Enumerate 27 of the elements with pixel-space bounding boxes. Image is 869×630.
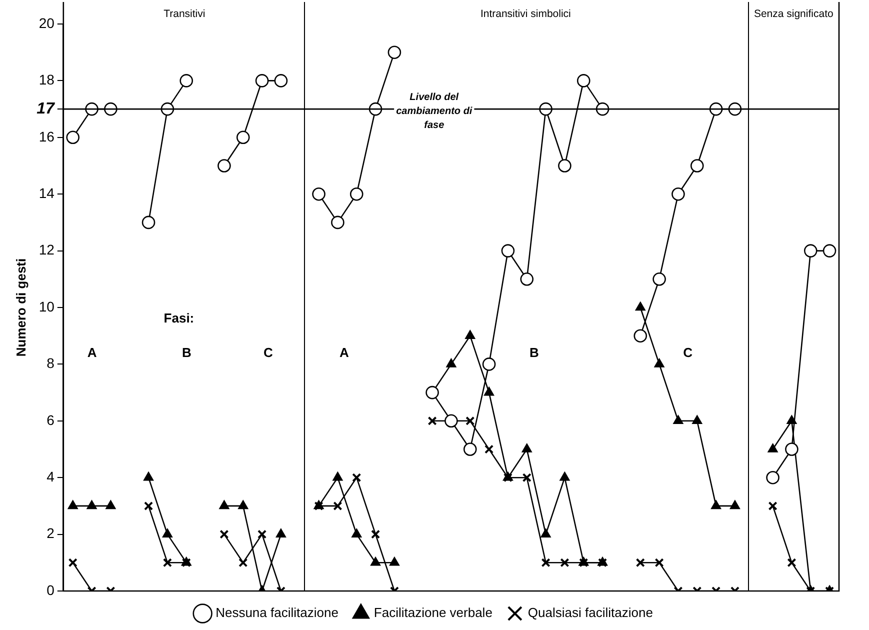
ref-line-label: Livello del cambiamento di fase	[396, 92, 472, 131]
y-tick-label: 0	[46, 582, 55, 598]
y-tick-label: 2	[46, 525, 55, 542]
y-tick-label: 18	[38, 72, 55, 88]
y-tick-label: 17	[36, 100, 56, 118]
text: Intransitivi simbolici	[480, 8, 571, 20]
legend-label: Nessuna facilitazione	[216, 605, 338, 620]
text: Senza significato	[754, 8, 834, 20]
annotation: B	[529, 345, 539, 360]
y-tick-label: 10	[38, 298, 55, 314]
legend-label: Facilitazione verbale	[374, 605, 492, 620]
y-tick-label: 12	[38, 242, 55, 258]
annotation: C	[263, 345, 274, 360]
y-tick-label: 8	[46, 355, 55, 372]
annotation: A	[339, 345, 350, 360]
y-tick-label: 4	[46, 468, 55, 484]
annotation: B	[182, 345, 192, 360]
y-axis-title: Numero di gesti	[13, 258, 28, 357]
y-tick-label: 20	[38, 14, 55, 31]
annotation: C	[683, 345, 694, 360]
y-tick-label: 6	[46, 412, 55, 428]
legend-label: Qualsiasi facilitazione	[528, 605, 653, 620]
annotation: Fasi:	[164, 310, 194, 326]
text: Transitivi	[164, 8, 206, 20]
annotation: A	[87, 345, 98, 360]
y-tick-label: 16	[38, 128, 55, 144]
y-tick-label: 14	[38, 184, 55, 201]
